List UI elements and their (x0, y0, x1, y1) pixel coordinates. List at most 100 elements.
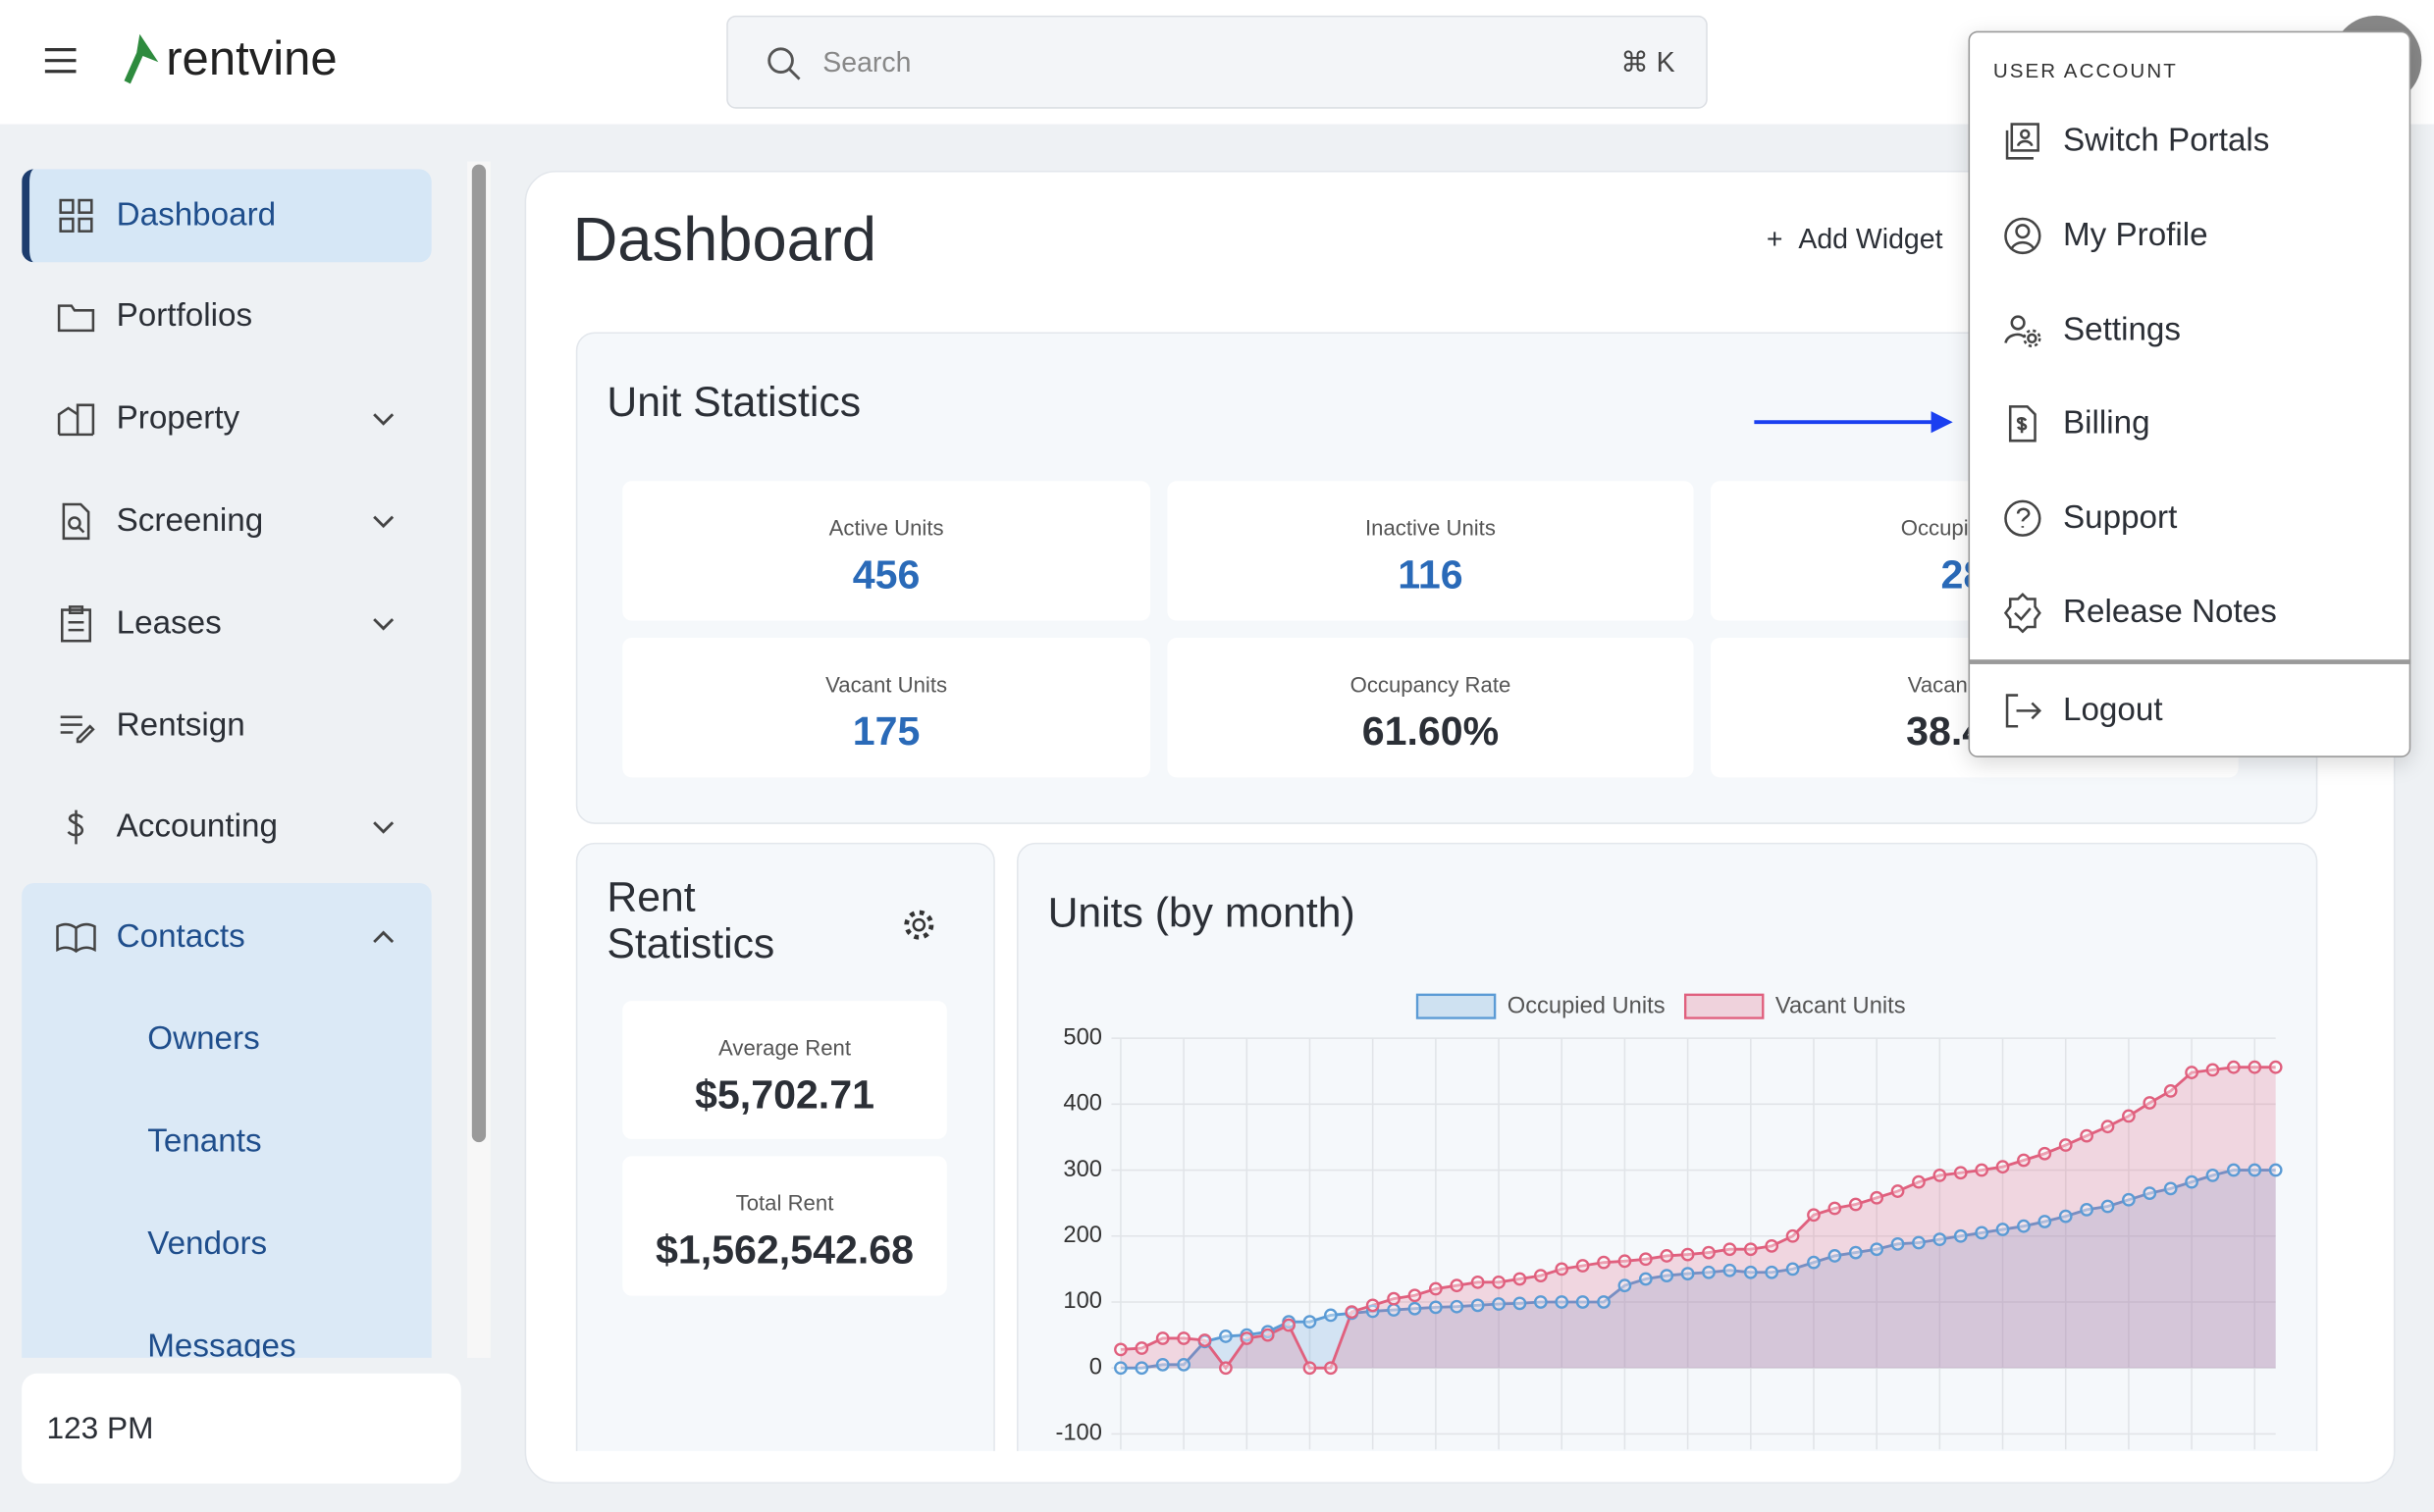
y-tick-label: 400 (1063, 1091, 1102, 1117)
nav-item[interactable]: Dashboard (116, 196, 277, 234)
nav-item[interactable]: Contacts (116, 918, 245, 955)
menu-item[interactable]: Billing (2062, 404, 2150, 442)
nav-subitem[interactable]: Messages (147, 1328, 296, 1358)
point (1660, 1269, 1674, 1282)
line (1120, 1066, 2276, 1371)
point (1597, 1255, 1611, 1270)
point (1450, 1278, 1464, 1293)
point (1428, 1300, 1443, 1315)
point (1870, 1242, 1884, 1257)
logo[interactable]: rentvine (166, 30, 338, 85)
point (1470, 1275, 1485, 1289)
legend-swatch (1415, 993, 1497, 1019)
menu-item[interactable]: Settings (2062, 311, 2182, 348)
point (1702, 1265, 1716, 1279)
nav-subitem[interactable]: Tenants (147, 1123, 262, 1160)
point (1219, 1330, 1233, 1343)
y-tick-label: 500 (1063, 1024, 1102, 1050)
area (1120, 1170, 2276, 1369)
icon (57, 403, 95, 437)
icon (2004, 217, 2041, 255)
point (1219, 1361, 1233, 1376)
stat-label: Active Units (828, 515, 944, 541)
point (2037, 1146, 2052, 1161)
point (1912, 1235, 1926, 1250)
point (1953, 1228, 1968, 1243)
point (1870, 1190, 1884, 1205)
stat-value: 456 (852, 550, 921, 598)
point (2100, 1120, 2115, 1134)
point (1135, 1361, 1149, 1376)
point (1848, 1197, 1863, 1212)
nav-item[interactable]: Leases (116, 604, 222, 642)
point (1995, 1160, 2010, 1174)
icon (62, 502, 90, 541)
point (1680, 1247, 1695, 1262)
icon (2003, 593, 2041, 634)
point (2037, 1215, 2052, 1228)
point (1702, 1245, 1716, 1260)
stat-label: Vacant Units (825, 671, 948, 698)
point (2017, 1153, 2031, 1168)
nav-clip: Messages (22, 1323, 432, 1358)
page-title: Dashboard (572, 206, 877, 275)
point (2205, 1169, 2220, 1182)
icon (67, 809, 84, 845)
search-icon (767, 47, 801, 80)
point (2226, 1060, 2241, 1074)
y-tick-label: 100 (1063, 1288, 1102, 1314)
point (1975, 1225, 1989, 1240)
nav-item[interactable]: Rentsign (116, 707, 245, 744)
nav-item[interactable]: Property (116, 400, 240, 437)
point (2226, 1163, 2241, 1177)
nav-active (22, 169, 432, 263)
point (2122, 1192, 2136, 1207)
chart: Units (by month) -100 0 100 200 300 400 500 Occ… (1048, 889, 2283, 1450)
point (1912, 1174, 1926, 1189)
rent-statistics (575, 842, 995, 1451)
point (2205, 1063, 2220, 1077)
stat-card: Vacant Units 175 (622, 638, 1150, 778)
point (1975, 1163, 1989, 1177)
nav-item[interactable]: Portfolios (116, 297, 253, 335)
point (1827, 1201, 1842, 1216)
point (1575, 1259, 1590, 1273)
menu-heading: USER ACCOUNT (1992, 59, 2178, 82)
point (1765, 1265, 1779, 1279)
logo-icon (124, 33, 159, 84)
nav-subitem[interactable]: Owners (147, 1020, 260, 1058)
menu-item[interactable]: My Profile (2062, 217, 2208, 253)
point (1387, 1291, 1401, 1306)
point (1660, 1249, 1674, 1263)
point (1575, 1295, 1590, 1309)
menu-item[interactable]: Release Notes (2062, 594, 2277, 631)
stat-card: Occupancy Rate 61.60% (1167, 638, 1694, 778)
point (2058, 1138, 2073, 1152)
nav-subitem[interactable]: Vendors (147, 1225, 268, 1262)
menu-button[interactable] (43, 45, 78, 77)
point (1512, 1296, 1527, 1311)
menu-item[interactable]: Switch Portals (2062, 122, 2270, 159)
point (1555, 1262, 1569, 1277)
menu-item[interactable]: Support (2062, 499, 2178, 536)
point (1282, 1318, 1296, 1332)
point (1932, 1232, 1947, 1247)
nav-item[interactable]: Screening (116, 502, 264, 539)
point (2268, 1060, 2283, 1074)
point (1743, 1242, 1758, 1257)
stat-card: Average Rent $5,702.71 (622, 1001, 947, 1139)
point (2122, 1109, 2136, 1123)
menu-item[interactable]: Logout (2062, 692, 2163, 728)
search-box[interactable]: Search ⌘ K (726, 15, 1708, 109)
gear[interactable] (900, 907, 937, 944)
add-widget[interactable]: + Add Widget (1766, 223, 1943, 255)
nav-group (22, 882, 432, 1358)
point (1177, 1357, 1191, 1372)
point (2163, 1181, 2178, 1196)
point (1932, 1169, 1947, 1182)
nav-item[interactable]: Accounting (116, 808, 278, 845)
point (1428, 1281, 1443, 1296)
point (2163, 1084, 2178, 1098)
footer-card: 123 PM (22, 1373, 461, 1485)
scroll-thumb[interactable] (471, 164, 487, 1143)
